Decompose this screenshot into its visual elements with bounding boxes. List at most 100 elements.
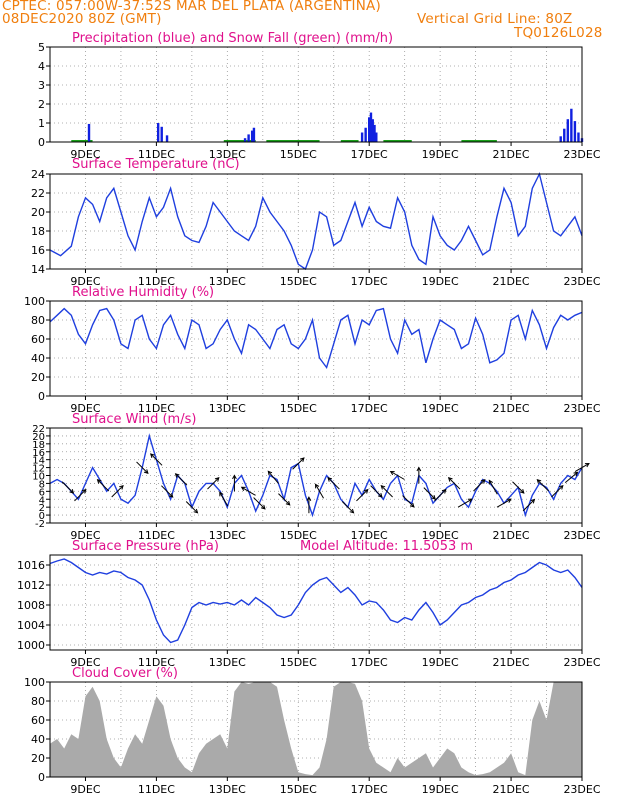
pres-xtick-label: 13DEC bbox=[209, 656, 246, 669]
wind-arrow bbox=[96, 479, 110, 492]
wind-arrow-head bbox=[530, 498, 536, 504]
wind-arrow bbox=[370, 485, 383, 498]
temp-ytick-label: 24 bbox=[31, 168, 45, 181]
wind-arrow-shaft bbox=[402, 495, 415, 508]
pres-series-line bbox=[49, 558, 583, 644]
precip-bar bbox=[559, 136, 562, 142]
precip-title: Precipitation (blue) and Snow Fall (gree… bbox=[72, 31, 393, 46]
wind-arrow-shaft bbox=[380, 485, 393, 498]
precip-xtick-label: 17DEC bbox=[351, 148, 388, 161]
cloud-xtick-label: 23DEC bbox=[563, 783, 600, 796]
cloud-cover-area bbox=[50, 682, 582, 777]
wind-arrow-shaft bbox=[150, 453, 163, 466]
precip-ytick-label: 3 bbox=[38, 79, 45, 92]
precip-bar bbox=[360, 132, 364, 142]
wind-ytick-label: 14 bbox=[32, 456, 45, 467]
precip-bar bbox=[570, 108, 573, 142]
wind-arrow bbox=[111, 484, 124, 498]
wind-arrow-head bbox=[441, 488, 447, 494]
wind-arrow bbox=[457, 498, 473, 508]
wind-arrow bbox=[356, 488, 369, 502]
cloud-ytick-label: 0 bbox=[38, 771, 45, 784]
pres-title: Surface Pressure (hPa) bbox=[72, 539, 219, 554]
wind-arrow-shaft bbox=[111, 485, 124, 498]
precip-bar bbox=[375, 132, 378, 142]
wind-arrow-head bbox=[315, 483, 320, 489]
precip-bar bbox=[368, 117, 371, 142]
wind-arrow-shaft bbox=[315, 484, 324, 499]
temp-ytick-label: 14 bbox=[31, 263, 45, 276]
precip-ytick-label: 4 bbox=[38, 60, 45, 73]
precip-bar bbox=[566, 119, 570, 142]
wind-arrow bbox=[306, 496, 312, 514]
temp-xtick-label: 21DEC bbox=[493, 275, 530, 288]
wind-arrow bbox=[402, 495, 415, 508]
wind-arrow-head bbox=[299, 457, 305, 462]
wind-arrow-head bbox=[232, 474, 237, 480]
wind-arrow-shaft bbox=[457, 498, 473, 508]
wind-arrow-head bbox=[150, 453, 155, 458]
precip-ytick-label: 5 bbox=[38, 41, 45, 54]
cloud-xtick-label: 21DEC bbox=[493, 783, 530, 796]
wind-arrow bbox=[150, 453, 163, 466]
wind-arrow-head bbox=[81, 488, 87, 494]
wind-arrow-head bbox=[480, 479, 486, 484]
precip-ytick-label: 1 bbox=[38, 117, 45, 130]
precip-bar bbox=[250, 130, 254, 142]
wind-title: Surface Wind (m/s) bbox=[72, 412, 196, 427]
wind-arrow-head bbox=[219, 491, 224, 497]
wind-arrow-shaft bbox=[278, 493, 291, 506]
precip-frame bbox=[49, 46, 583, 143]
cloud-ytick-label: 100 bbox=[24, 676, 45, 689]
pres-frame bbox=[49, 554, 583, 651]
cloud-ytick-label: 80 bbox=[31, 695, 45, 708]
wind-arrow bbox=[473, 479, 486, 492]
wind-ytick-label: -2 bbox=[35, 519, 45, 530]
wind-arrow-head bbox=[416, 466, 422, 472]
wind-arrow-head bbox=[558, 484, 564, 490]
temp-series-line bbox=[49, 171, 583, 271]
temp-xtick-label: 19DEC bbox=[422, 275, 459, 288]
cloud-ytick-label: 40 bbox=[31, 733, 45, 746]
precip-xtick-label: 13DEC bbox=[209, 148, 246, 161]
wind-xtick-label: 19DEC bbox=[422, 529, 459, 542]
cloud-title: Cloud Cover (%) bbox=[72, 666, 178, 681]
wind-arrow-head bbox=[409, 502, 415, 508]
wind-arrow-head bbox=[214, 477, 220, 482]
wind-arrow-shaft bbox=[536, 479, 549, 492]
wind-ytick-label: 18 bbox=[32, 440, 45, 451]
wind-arrow-head bbox=[96, 479, 102, 484]
wind-arrow bbox=[447, 477, 461, 490]
temp-xtick-label: 17DEC bbox=[351, 275, 388, 288]
header-date: 08DEC2020 80Z (GMT) bbox=[2, 11, 162, 27]
wind-arrow-head bbox=[143, 469, 149, 474]
wind-arrow-shaft bbox=[434, 489, 447, 502]
wind-arrow-shaft bbox=[292, 457, 305, 470]
wind-arrow-head bbox=[377, 493, 383, 498]
wind-arrow bbox=[551, 484, 564, 498]
rh-ytick-label: 60 bbox=[31, 333, 45, 346]
wind-arrow bbox=[292, 457, 305, 470]
wind-arrow-shaft bbox=[219, 492, 229, 507]
wind-arrow-shaft bbox=[473, 479, 486, 492]
wind-arrow-shaft bbox=[327, 477, 340, 490]
wind-arrow bbox=[564, 471, 579, 484]
rh-xtick-label: 21DEC bbox=[493, 402, 530, 415]
rh-xtick-label: 13DEC bbox=[209, 402, 246, 415]
wind-arrow-shaft bbox=[423, 487, 436, 500]
wind-arrow-shaft bbox=[370, 485, 383, 498]
precip-bar bbox=[87, 123, 91, 142]
wind-arrow-head bbox=[380, 484, 386, 490]
wind-ytick-label: 20 bbox=[32, 432, 45, 443]
rh-title: Relative Humidity (%) bbox=[72, 285, 214, 300]
precip-bar bbox=[160, 126, 163, 142]
pres-xtick-label: 11DEC bbox=[138, 656, 175, 669]
wind-panel: Surface Wind (m/s)2220181614121086420-29… bbox=[32, 412, 601, 542]
wind-arrow-head bbox=[506, 498, 512, 503]
cloud-ytick-label: 60 bbox=[31, 714, 45, 727]
precip-ytick-label: 0 bbox=[38, 136, 45, 149]
wind-arrow-shaft bbox=[241, 486, 256, 496]
wind-arrow-head bbox=[584, 463, 590, 468]
temp-xtick-label: 15DEC bbox=[280, 275, 317, 288]
